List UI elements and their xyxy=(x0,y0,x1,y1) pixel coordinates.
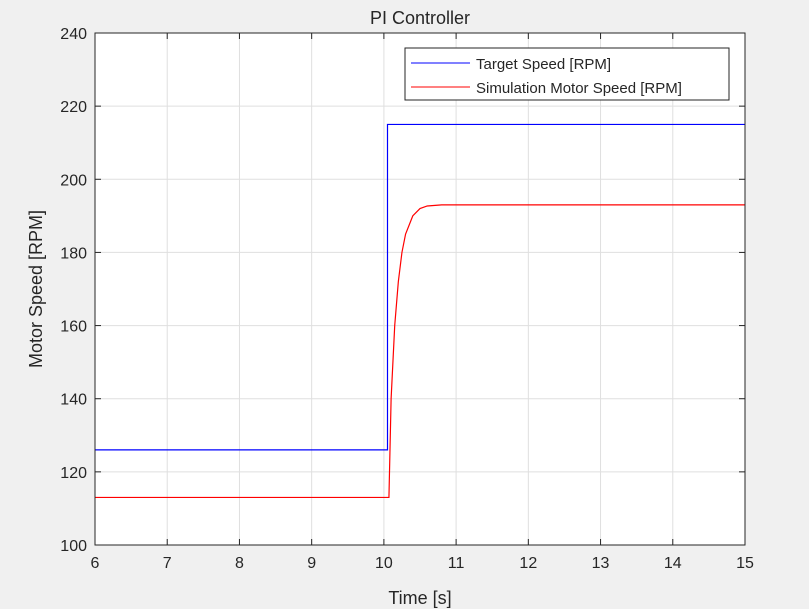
y-tick-label: 120 xyxy=(60,465,87,482)
series-layer xyxy=(95,123,745,499)
y-axis-label: Motor Speed [RPM] xyxy=(26,210,46,368)
y-tick-label: 140 xyxy=(60,392,87,409)
x-tick-label: 13 xyxy=(592,555,610,572)
legend-box xyxy=(404,47,730,101)
x-tick-label: 11 xyxy=(448,555,465,572)
y-tick-label: 220 xyxy=(60,99,87,116)
legend-label-target-speed: Target Speed [RPM] xyxy=(476,56,611,73)
y-tick-label: 180 xyxy=(60,245,87,262)
y-tick-label: 100 xyxy=(60,538,87,555)
legend: Target Speed [RPM] Simulation Motor Spee… xyxy=(404,47,730,101)
x-tick-label: 15 xyxy=(736,555,754,572)
x-tick-label: 14 xyxy=(664,555,682,572)
series-line-1 xyxy=(95,204,745,499)
x-tick-label: 8 xyxy=(235,555,244,572)
x-tick-label: 6 xyxy=(91,555,100,572)
y-tick-label: 240 xyxy=(60,26,87,43)
grid-lines xyxy=(95,33,745,545)
y-tick-label: 160 xyxy=(60,319,87,336)
x-tick-label: 9 xyxy=(307,555,316,572)
x-tick-label: 7 xyxy=(163,555,172,572)
axis-ticks: 6 7 8 9 10 11 12 13 14 15 100 120 140 160 180 200 220 240 xyxy=(60,26,754,572)
legend-label-motor-speed: Simulation Motor Speed [RPM] xyxy=(476,80,682,97)
plot-area xyxy=(95,33,745,545)
x-axis-label: Time [s] xyxy=(388,588,451,608)
x-tick-label: 12 xyxy=(519,555,537,572)
y-tick-label: 200 xyxy=(60,172,87,189)
plot-frame xyxy=(94,32,746,546)
chart-title: PI Controller xyxy=(370,8,470,28)
series-line-0 xyxy=(95,123,745,451)
x-tick-label: 10 xyxy=(375,555,393,572)
